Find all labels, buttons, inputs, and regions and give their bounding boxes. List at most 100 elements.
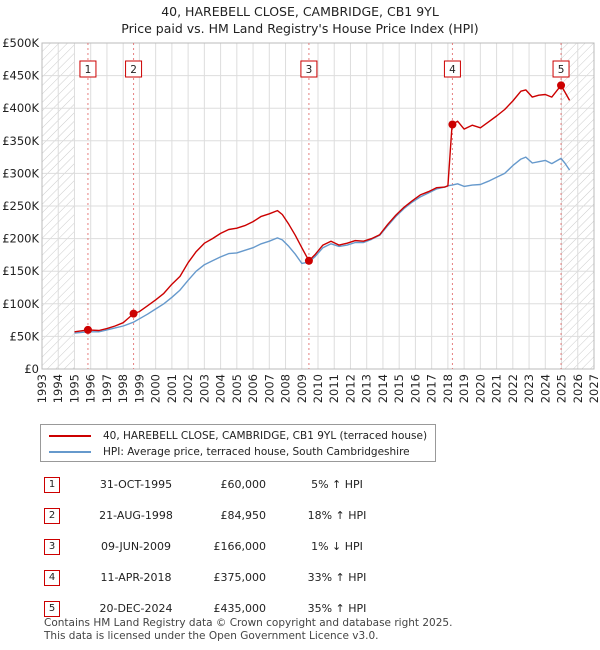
legend-label-hpi: HPI: Average price, terraced house, Sout… [103,446,410,458]
x-tick-label: 2013 [360,374,374,403]
table-row: 5 20-DEC-2024 £435,000 35% ↑ HPI [0,597,600,623]
sale-point [557,81,566,90]
sale-price: £435,000 [213,602,267,615]
y-tick-label: £500K [2,36,39,50]
x-tick-label: 2023 [522,374,536,403]
sale-date: 11-APR-2018 [100,571,172,584]
sale-number-label: 5 [558,64,565,76]
x-tick-label: 2024 [538,374,552,403]
sale-point [129,309,138,318]
x-tick-label: 1993 [35,374,49,403]
x-tick-label: 1997 [100,374,114,403]
table-row: 3 09-JUN-2009 £166,000 1% ↓ HPI [0,535,600,561]
x-tick-label: 2009 [295,374,309,403]
x-tick-label: 2014 [376,374,390,403]
sale-number-label: 1 [85,64,92,76]
y-tick-label: £400K [2,101,39,115]
y-tick-label: £200K [2,232,39,246]
sale-price: £375,000 [213,571,267,584]
x-tick-label: 2025 [555,374,569,403]
x-tick-label: 2016 [408,374,422,403]
y-tick-label: £350K [2,134,39,148]
x-tick-label: 2019 [457,374,471,403]
sale-number-badge: 5 [44,601,60,617]
x-tick-label: 2005 [230,374,244,403]
sale-number-box [552,60,570,78]
x-tick-label: 2006 [246,374,260,403]
legend: 40, HAREBELL CLOSE, CAMBRIDGE, CB1 9YL (… [40,424,436,462]
sale-hpi-change: 35% ↑ HPI [307,602,367,615]
sale-number-badge: 4 [44,570,60,586]
y-tick-label: £250K [2,199,39,213]
y-tick-label: £450K [2,69,39,83]
sale-date: 31-OCT-1995 [99,478,173,491]
sale-hpi-change: 33% ↑ HPI [307,571,367,584]
sale-hpi-change: 18% ↑ HPI [307,509,367,522]
legend-item-property: 40, HAREBELL CLOSE, CAMBRIDGE, CB1 9YL (… [49,428,427,444]
x-tick-label: 2002 [181,374,195,403]
sale-number-label: 2 [130,64,137,76]
x-tick-label: 1999 [132,374,146,403]
price-paid-series-line [74,84,571,333]
x-tick-label: 2003 [197,374,211,403]
footer-licence: This data is licensed under the Open Gov… [44,630,379,642]
y-tick-label: £150K [2,264,39,278]
x-tick-label: 2000 [149,374,163,403]
footer-copyright: Contains HM Land Registry data © Crown c… [44,617,453,629]
sale-number-label: 4 [449,64,456,76]
sale-number-badge: 2 [44,508,60,524]
x-tick-label: 2012 [343,374,357,403]
table-row: 1 31-OCT-1995 £60,000 5% ↑ HPI [0,473,600,499]
x-tick-label: 2008 [279,374,293,403]
x-tick-label: 1995 [67,374,81,403]
x-tick-label: 2011 [327,374,341,403]
footer: Contains HM Land Registry data © Crown c… [44,617,452,643]
x-tick-label: 2018 [441,374,455,403]
sale-price: £84,950 [220,509,267,522]
x-tick-label: 1996 [84,374,98,403]
x-tick-label: 2026 [571,374,585,403]
sale-date: 20-DEC-2024 [99,602,173,615]
sale-point [83,325,92,334]
x-tick-label: 1998 [116,374,130,403]
chart-subtitle: Price paid vs. HM Land Registry's House … [121,21,479,36]
x-tick-label: 2022 [506,374,520,403]
price-chart: £0 £50K £100K £150K £200K £250K £300K £350K £400… [2,36,600,403]
sale-date: 09-JUN-2009 [100,540,172,553]
legend-label-property: 40, HAREBELL CLOSE, CAMBRIDGE, CB1 9YL (… [103,430,428,442]
x-tick-label: 2020 [473,374,487,403]
sale-number-box [443,60,461,78]
sale-number-box [125,60,143,78]
legend-swatch-property [49,435,91,437]
sale-hpi-change: 1% ↓ HPI [311,540,363,553]
plot-border [41,42,595,370]
y-tick-label: £100K [2,297,39,311]
sale-price: £60,000 [220,478,267,491]
x-tick-label: 2001 [165,374,179,403]
sale-point [448,120,457,129]
sale-hpi-change: 5% ↑ HPI [311,478,363,491]
x-tick-label: 2010 [311,374,325,403]
sale-date: 21-AUG-1998 [99,509,173,522]
sale-price: £166,000 [213,540,267,553]
legend-item-hpi: HPI: Average price, terraced house, Sout… [49,444,410,460]
chart-title: 40, HAREBELL CLOSE, CAMBRIDGE, CB1 9YL [161,4,439,19]
x-tick-label: 2007 [262,374,276,403]
legend-swatch-hpi [49,451,91,453]
x-tick-label: 1994 [51,374,65,403]
x-tick-label: 2027 [587,374,600,403]
sale-number-box [79,60,97,78]
sale-point [304,256,313,265]
table-row: 4 11-APR-2018 £375,000 33% ↑ HPI [0,566,600,592]
sale-number-badge: 1 [44,477,60,493]
x-tick-label: 2017 [425,374,439,403]
sale-number-box [300,60,318,78]
table-row: 2 21-AUG-1998 £84,950 18% ↑ HPI [0,504,600,530]
x-tick-label: 2021 [490,374,504,403]
sale-number-badge: 3 [44,539,60,555]
x-tick-label: 2015 [392,374,406,403]
y-tick-label: £0 [24,362,39,376]
sale-number-label: 3 [306,64,313,76]
hpi-series-line [74,156,571,334]
y-tick-label: £300K [2,166,39,180]
